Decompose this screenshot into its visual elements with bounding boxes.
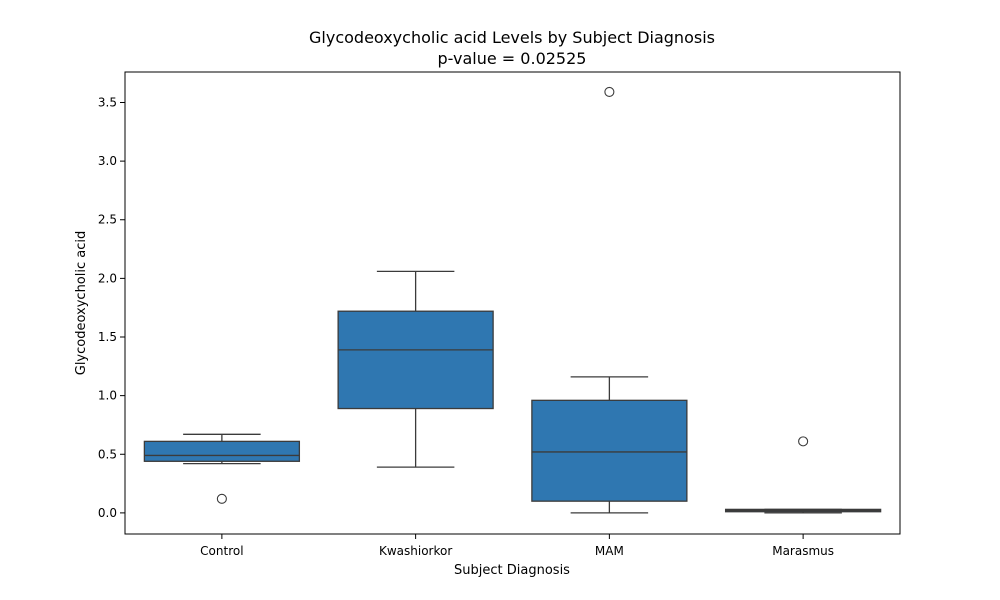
x-tick-label: Kwashiorkor [379,544,452,558]
box-group-marasmus [724,436,882,514]
y-tick-label: 1.5 [98,330,117,344]
y-tick-label: 0.0 [98,506,117,520]
iqr-box [531,399,688,502]
y-tick-label: 0.5 [98,447,117,461]
y-axis-label: Glycodeoxycholic acid [74,231,89,376]
box-group-kwashiorkor [337,270,494,468]
x-tick-label: Marasmus [772,544,834,558]
y-tick-label: 1.0 [98,389,117,403]
outlier-point [216,493,227,504]
iqr-box [143,440,301,462]
x-tick-label: Control [200,544,243,558]
x-axis: Control Kwashiorkor MAM Marasmus [200,534,834,558]
box-group-control [143,433,301,504]
outlier-point [798,436,809,447]
y-tick-label: 3.0 [98,154,117,168]
chart-subtitle: p-value = 0.02525 [438,49,587,68]
plot-area-frame [124,71,901,535]
x-axis-label: Subject Diagnosis [454,563,570,578]
outlier-point [604,86,615,97]
chart-title: Glycodeoxycholic acid Levels by Subject … [309,28,715,47]
boxes-layer [143,86,882,514]
x-tick-label: MAM [595,544,624,558]
iqr-box [337,310,494,410]
y-tick-label: 2.5 [98,213,117,227]
y-axis: 0.0 0.5 1.0 1.5 2.0 2.5 3.0 3.5 [98,95,125,520]
y-tick-label: 3.5 [98,95,117,109]
box-group-mam [531,86,688,514]
y-tick-label: 2.0 [98,271,117,285]
